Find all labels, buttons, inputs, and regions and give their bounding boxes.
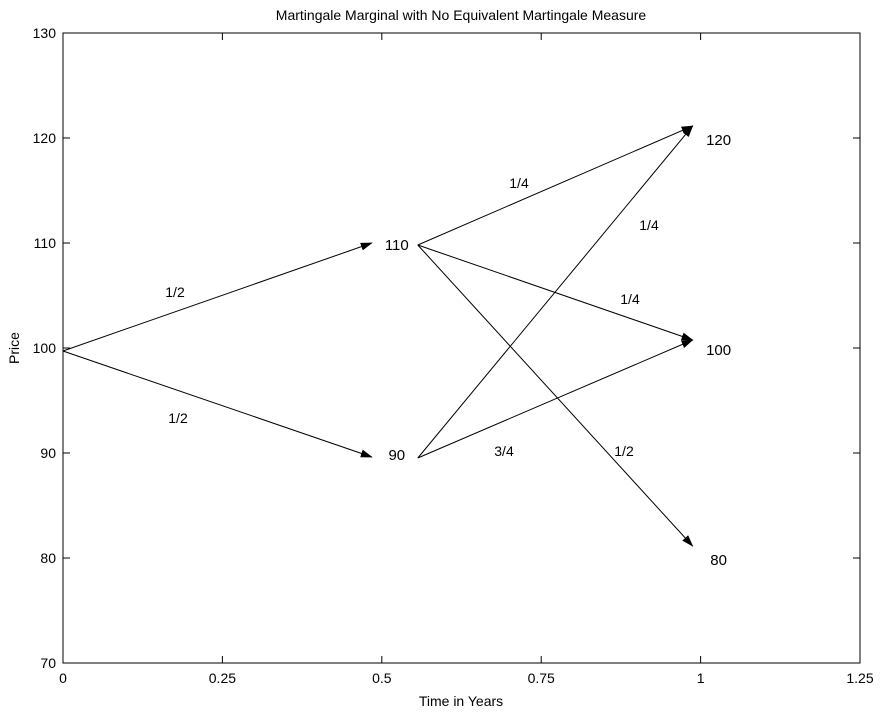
tree-nodes: 110 90 120 100 80	[385, 132, 731, 569]
edge-probability-label: 1/4	[639, 217, 659, 233]
edge-probability-label: 1/2	[165, 284, 185, 300]
node-label-90: 90	[388, 447, 405, 464]
x-tick-label: 0	[59, 670, 67, 686]
x-tick-label: 0.75	[528, 670, 555, 686]
y-tick-label: 110	[34, 235, 57, 251]
edge-probability-labels: 1/2 1/2 1/4 1/4 1/2 1/4 3/4	[165, 175, 659, 459]
y-tick-label: 90	[40, 445, 56, 461]
y-tick-label: 70	[40, 655, 56, 671]
edge-probability-label: 1/4	[620, 291, 640, 307]
edge-probability-label: 3/4	[494, 443, 514, 459]
tree-edge-arrow	[417, 125, 694, 246]
x-tick-label: 0.25	[209, 670, 236, 686]
node-label-110: 110	[385, 237, 409, 254]
node-label-120: 120	[706, 132, 731, 149]
plot-frame	[62, 32, 861, 664]
edge-probability-label: 1/2	[614, 443, 634, 459]
chart-title: Martingale Marginal with No Equivalent M…	[276, 7, 647, 23]
x-axis-label: Time in Years	[419, 693, 503, 709]
x-tick-label: 0.5	[372, 670, 392, 686]
y-axis-label: Price	[6, 332, 22, 364]
y-tick-label: 80	[40, 550, 56, 566]
node-label-80: 80	[710, 552, 727, 569]
tree-edge-arrow	[62, 350, 373, 458]
edge-probability-label: 1/4	[509, 175, 529, 191]
tree-edge-arrow	[62, 242, 373, 352]
y-tick-label: 100	[33, 340, 57, 356]
node-label-100: 100	[706, 342, 731, 359]
edge-probability-label: 1/2	[168, 410, 188, 426]
y-axis-ticks: 70 80 90 100 110 120 130	[33, 25, 860, 671]
x-axis-ticks: 0 0.25 0.5 0.75 1 1.25	[59, 33, 874, 686]
tree-edge-arrow	[417, 339, 694, 459]
y-tick-label: 130	[33, 25, 57, 41]
y-tick-label: 120	[33, 130, 57, 146]
x-tick-label: 1.25	[846, 670, 873, 686]
tree-edges	[62, 125, 694, 547]
x-tick-label: 1	[697, 670, 705, 686]
tree-edge-arrow	[417, 244, 694, 547]
tree-edge-arrow	[417, 125, 694, 459]
